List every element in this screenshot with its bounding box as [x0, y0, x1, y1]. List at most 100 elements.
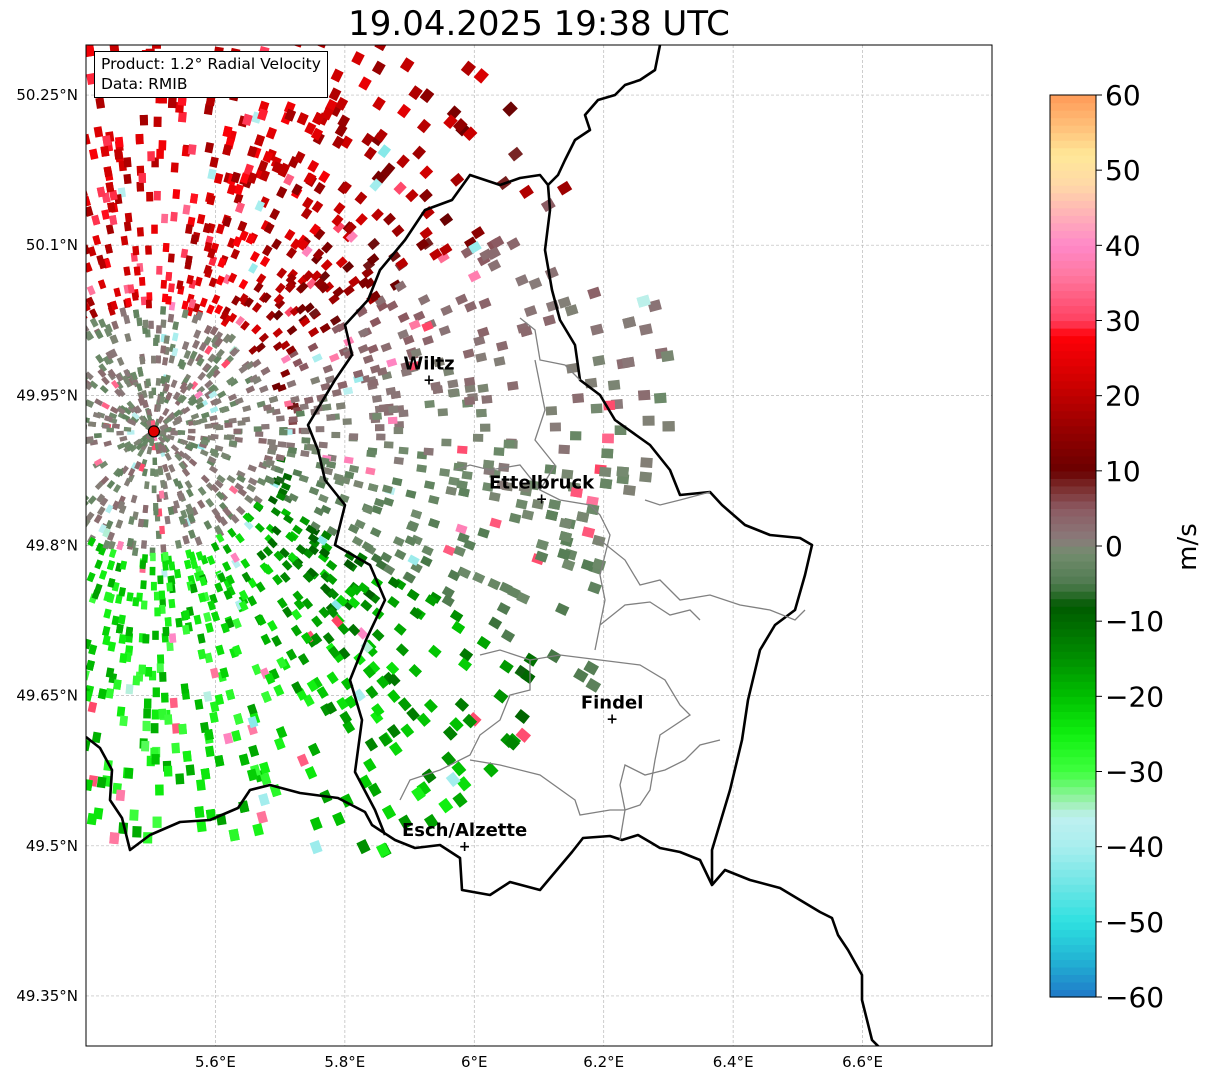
velocity-echo-gate: [320, 504, 332, 515]
velocity-echo-gate: [258, 385, 269, 394]
velocity-echo-gate: [311, 615, 323, 628]
velocity-echo-gate: [555, 602, 570, 616]
velocity-echo-gate: [413, 310, 426, 322]
velocity-echo-gate: [353, 556, 366, 568]
map-axes: 50.25°N 50.1°N 49.95°N 49.8°N 49.65°N 49.5°N 4…: [16, 44, 993, 1071]
velocity-echo-gate: [318, 441, 328, 449]
velocity-echo-gate: [212, 398, 222, 406]
velocity-echo-gate: [279, 340, 291, 351]
velocity-echo-gate: [321, 403, 332, 411]
velocity-echo-gate: [86, 400, 94, 408]
velocity-echo-gate: [74, 409, 83, 416]
velocity-echo-gate: [194, 806, 205, 819]
lat-tick-label: 49.5°N: [26, 837, 78, 855]
velocity-echo-gate: [335, 402, 346, 410]
velocity-echo-gate: [172, 321, 180, 331]
velocity-echo-gate: [200, 439, 209, 446]
velocity-echo-gate: [195, 402, 205, 410]
velocity-echo-gate: [108, 548, 117, 559]
velocity-echo-gate: [313, 181, 326, 195]
velocity-echo-gate: [248, 744, 260, 758]
velocity-echo-gate: [104, 415, 113, 422]
velocity-echo-gate: [237, 220, 248, 232]
velocity-echo-gate: [179, 438, 189, 446]
velocity-echo-gate: [292, 358, 303, 368]
velocity-echo-gate: [164, 452, 172, 461]
colorbar-band: [1050, 290, 1096, 299]
velocity-echo-gate: [367, 344, 379, 354]
velocity-echo-gate: [320, 530, 333, 541]
map-borders: [86, 45, 880, 1046]
lat-tick-label: 49.35°N: [16, 987, 78, 1005]
velocity-echo-gate: [464, 383, 476, 393]
velocity-echo-gate: [188, 458, 198, 467]
velocity-echo-gate: [199, 297, 208, 308]
velocity-echo-gate: [398, 446, 409, 455]
velocity-echo-gate: [162, 561, 169, 571]
velocity-echo-gate: [207, 455, 217, 464]
velocity-echo-gate: [123, 221, 132, 232]
velocity-echo-gate: [189, 193, 199, 204]
velocity-echo-gate: [447, 569, 461, 582]
velocity-echo-gate: [236, 474, 246, 484]
velocity-echo-gate: [374, 45, 389, 52]
velocity-echo-gate: [443, 726, 458, 741]
velocity-echo-gate: [178, 394, 187, 404]
velocity-echo-gate: [196, 779, 206, 791]
velocity-echo-gate: [252, 823, 264, 837]
velocity-echo-gate: [156, 663, 164, 674]
velocity-echo-gate: [208, 255, 218, 267]
velocity-echo-gate: [152, 45, 161, 49]
velocity-echo-gate: [342, 418, 352, 425]
velocity-echo-gate: [197, 371, 207, 381]
velocity-echo-gate: [86, 595, 87, 607]
velocity-echo-gate: [210, 364, 220, 374]
velocity-echo-gate: [206, 555, 216, 566]
velocity-echo-gate: [235, 315, 245, 327]
velocity-echo-gate: [260, 366, 271, 376]
velocity-echo-gate: [148, 320, 154, 329]
velocity-echo-gate: [322, 467, 334, 476]
velocity-echo-gate: [234, 183, 244, 196]
velocity-echo-gate: [222, 543, 232, 555]
velocity-echo-gate: [126, 592, 134, 602]
product-label: Product: 1.2° Radial Velocity: [101, 55, 321, 73]
border-germany-north: [547, 45, 662, 186]
velocity-echo-gate: [262, 404, 272, 412]
velocity-echo-gate: [308, 327, 320, 338]
canton-border: [519, 317, 581, 381]
velocity-echo-gate: [106, 593, 115, 604]
velocity-echo-gate: [357, 343, 369, 354]
velocity-echo-gate: [404, 535, 417, 547]
colorbar-band: [1050, 320, 1096, 329]
velocity-echo-gate: [556, 180, 573, 196]
velocity-echo-gate: [86, 186, 88, 198]
velocity-echo-gate: [161, 213, 169, 224]
velocity-echo-gate: [395, 257, 409, 270]
colorbar-band: [1050, 455, 1096, 464]
velocity-echo-gate: [126, 443, 135, 452]
velocity-echo-gate: [215, 223, 225, 235]
velocity-echo-gate: [262, 546, 274, 557]
velocity-echo-gate: [472, 571, 486, 584]
velocity-echo-gate: [256, 550, 267, 561]
velocity-echo-gate: [115, 468, 124, 478]
velocity-echo-gate: [204, 728, 214, 741]
velocity-echo-gate: [156, 265, 163, 275]
velocity-echo-gate: [408, 664, 423, 678]
velocity-echo-gate: [662, 421, 675, 432]
velocity-echo-gate: [361, 266, 374, 279]
velocity-echo-gate: [300, 207, 313, 220]
velocity-echo-gate: [229, 346, 239, 357]
velocity-echo-gate: [86, 416, 90, 423]
velocity-echo-gate: [432, 385, 444, 395]
velocity-echo-gate: [280, 482, 291, 491]
velocity-echo-gate: [185, 443, 194, 451]
velocity-echo-gate: [203, 690, 213, 703]
colorbar-band: [1050, 207, 1096, 216]
velocity-echo-gate: [369, 316, 382, 328]
velocity-echo-gate: [159, 597, 167, 607]
velocity-echo-gate: [383, 564, 396, 576]
velocity-echo-gate: [376, 675, 390, 689]
velocity-echo-gate: [280, 354, 292, 364]
